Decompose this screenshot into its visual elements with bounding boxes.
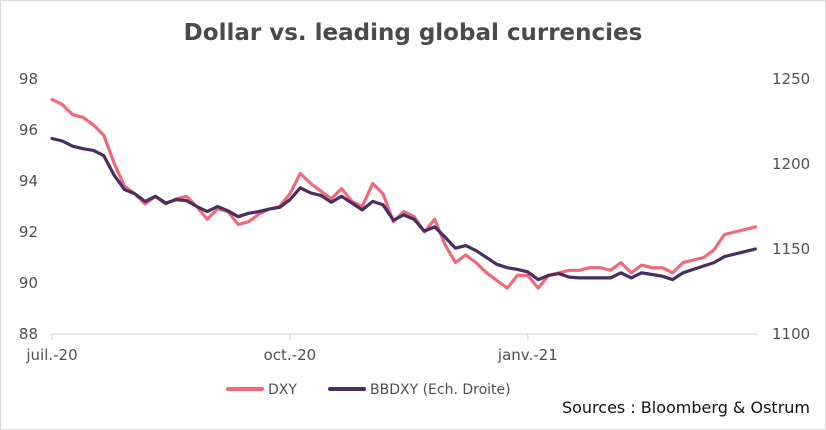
series-line-bbdxy bbox=[50, 136, 758, 282]
x-tick-label: janv.-21 bbox=[497, 346, 558, 364]
y-left-tick-label: 90 bbox=[19, 274, 38, 292]
y-axis-right: 1100 1150 1200 1250 bbox=[772, 70, 810, 343]
y-left-tick-label: 94 bbox=[19, 172, 38, 190]
source-note: Sources : Bloomberg & Ostrum bbox=[561, 398, 810, 417]
y-right-tick-label: 1100 bbox=[772, 325, 810, 343]
y-right-tick-label: 1250 bbox=[772, 70, 810, 88]
series-layer bbox=[50, 97, 758, 290]
chart-title: Dollar vs. leading global currencies bbox=[183, 20, 643, 46]
x-tick-label: juil.-20 bbox=[25, 346, 77, 364]
legend: DXY BBDXY (Ech. Droite) bbox=[226, 382, 511, 398]
y-axis-left: 88 90 92 94 96 98 bbox=[19, 70, 38, 343]
y-left-tick-label: 92 bbox=[19, 223, 38, 241]
y-right-tick-label: 1150 bbox=[772, 240, 810, 258]
legend-label: DXY bbox=[268, 382, 297, 398]
y-left-tick-label: 88 bbox=[19, 325, 38, 343]
x-tick-label: oct.-20 bbox=[264, 346, 317, 364]
y-left-tick-label: 98 bbox=[19, 70, 38, 88]
series-line-dxy bbox=[50, 97, 758, 290]
y-right-tick-label: 1200 bbox=[772, 155, 810, 173]
x-axis: juil.-20 oct.-20 janv.-21 bbox=[25, 334, 558, 364]
y-left-tick-label: 96 bbox=[19, 121, 38, 139]
legend-label: BBDXY (Ech. Droite) bbox=[370, 382, 511, 398]
